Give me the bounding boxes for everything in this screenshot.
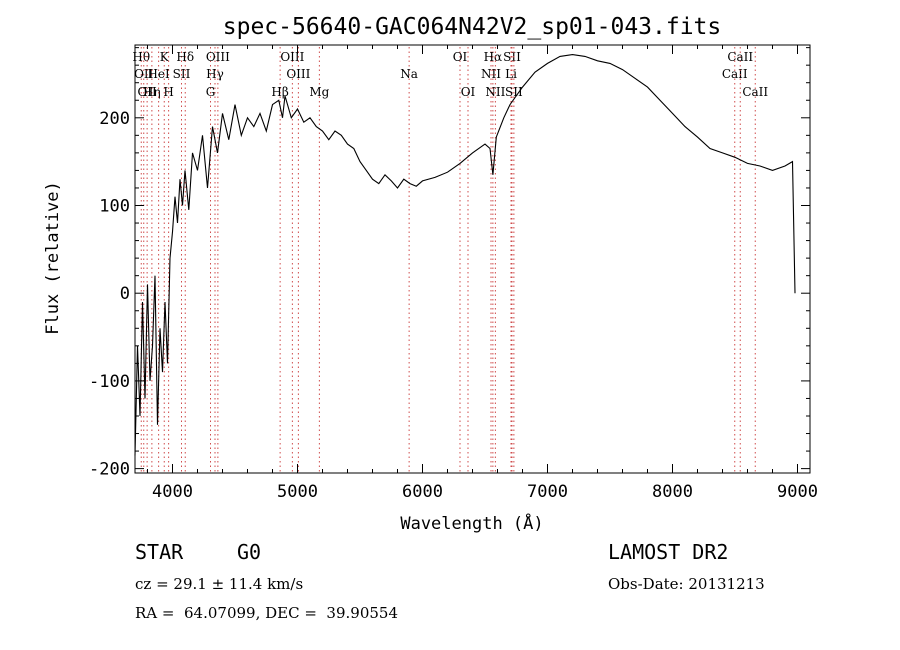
line-label-15: Mg [309,85,329,99]
line-label-0: Hθ [132,50,150,64]
line-label-27: CaII [742,85,768,99]
emission-line-markers: HθOIIOIIHηHeIKHSIIHδGHγOIIIHβOIIIOIIIMgN… [132,47,768,473]
line-label-12: Hβ [271,85,288,99]
x-tick-label-4: 8000 [652,482,693,502]
chart-title: spec-56640-GAC064N42V2_sp01-043.fits [223,14,722,40]
y-tick-label-1: -100 [89,372,130,392]
x-tick-label-5: 9000 [777,482,818,502]
line-label-5: K [160,50,170,64]
line-label-17: OI [453,50,468,64]
axes: 4000 5000 6000 7000 8000 9000 -200 -100 0 100 200 [89,44,818,502]
line-label-19: NII [481,67,501,81]
line-label-21: NII [485,85,505,99]
object-class: STAR [135,540,184,564]
y-tick-label-2: 0 [120,284,130,304]
line-label-16: Na [400,67,418,81]
line-label-20: Hα [484,50,503,64]
line-label-14: OIII [286,67,310,81]
line-label-25: CaII [722,67,748,81]
line-label-4: HeI [147,67,170,81]
line-label-9: G [206,85,216,99]
line-label-10: Hγ [206,67,224,81]
x-tick-label-1: 5000 [277,482,318,502]
line-label-24: SII [505,85,523,99]
line-label-1: OII [134,67,154,81]
y-tick-label-0: -200 [89,460,130,480]
line-label-18: OI [461,85,476,99]
line-label-8: Hδ [176,50,194,64]
line-label-6: H [163,85,173,99]
spectrum-series [134,54,796,456]
x-tick-label-2: 6000 [402,482,443,502]
observation-date: Obs-Date: 20131213 [608,575,765,593]
line-label-23: SII [503,50,521,64]
x-tick-label-0: 4000 [152,482,193,502]
line-label-22: Li [505,67,517,81]
x-axis-label: Wavelength (Å) [400,512,543,534]
object-subclass: G0 [237,540,262,564]
line-label-13: OIII [280,50,304,64]
spectrum-line [134,54,796,456]
y-tick-label-4: 200 [99,109,130,129]
line-label-3: Hη [143,85,161,99]
coordinates-readout: RA = 64.07099, DEC = 39.90554 [135,604,399,622]
redshift-readout: cz = 29.1 ± 11.4 km/s [135,575,304,593]
line-label-11: OIII [206,50,230,64]
y-tick-label-3: 100 [99,197,130,217]
line-label-7: SII [173,67,191,81]
y-axis-label: Flux (relative) [43,181,63,335]
x-tick-label-3: 7000 [527,482,568,502]
line-label-26: CaII [727,50,753,64]
survey-name: LAMOST DR2 [608,540,729,564]
